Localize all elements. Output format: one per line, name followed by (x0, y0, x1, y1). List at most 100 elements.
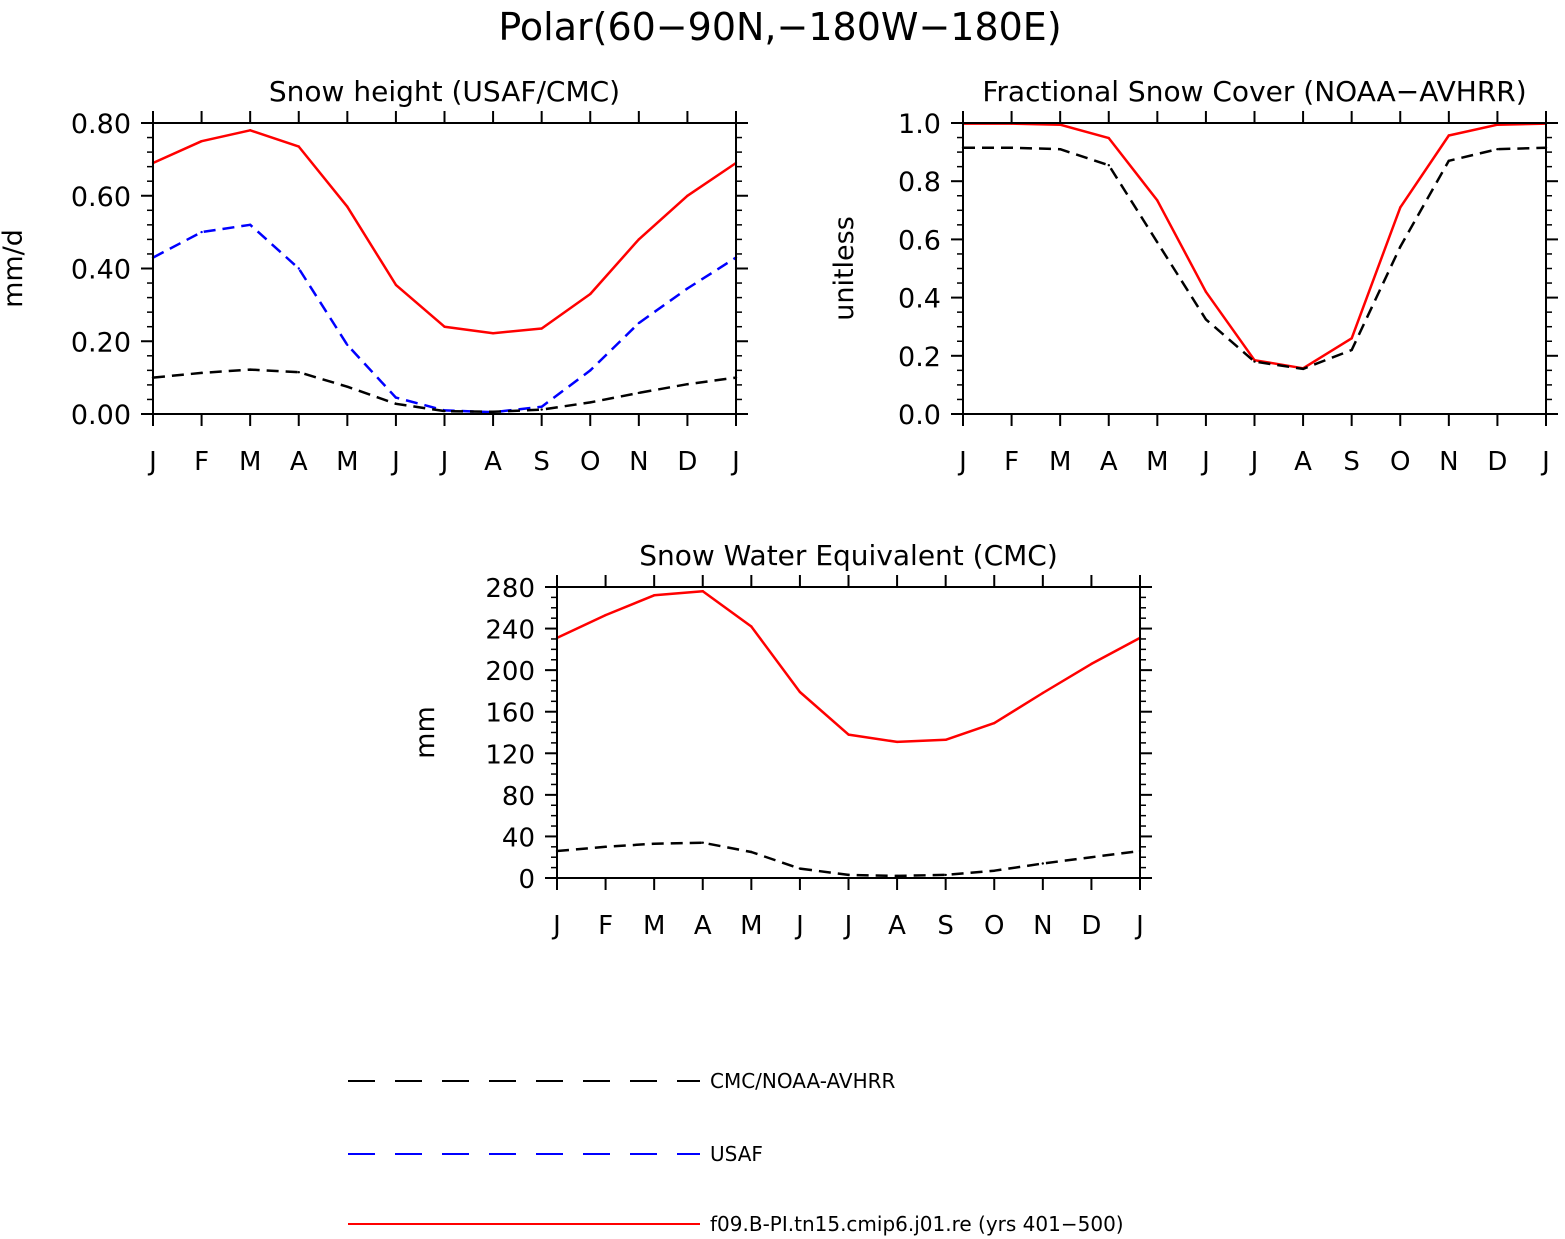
data-point (653, 594, 656, 597)
data-point (1107, 136, 1111, 140)
y-tick-label: 0.00 (71, 400, 131, 431)
y-tick-label: 0.80 (71, 109, 131, 140)
x-tick-label: O (984, 911, 1004, 941)
x-tick-label: N (1439, 447, 1458, 477)
x-tick-label: A (888, 911, 906, 941)
y-tick-label: 0.0 (898, 400, 941, 431)
plot-frame (962, 122, 1547, 415)
chart-title: Snow Water Equivalent (CMC) (639, 539, 1058, 572)
data-point (540, 327, 543, 330)
data-point (944, 738, 947, 741)
data-point (1447, 159, 1451, 162)
legend: CMC/NOAA-AVHRR USAF f09.B-PI.tn15.cmip6.… (348, 1069, 1124, 1236)
data-point (1041, 862, 1045, 865)
legend-label-usaf: USAF (710, 1142, 763, 1166)
data-point (653, 842, 656, 845)
plot-frame (556, 586, 1141, 879)
data-point (993, 721, 996, 725)
x-tick-label: J (147, 447, 157, 477)
y-tick-label: 0 (518, 865, 535, 895)
data-point (443, 409, 446, 413)
data-point (993, 869, 996, 872)
y-tick-label: 80 (502, 782, 535, 812)
y-tick-label: 280 (485, 574, 535, 604)
data-point (686, 383, 689, 386)
data-point (297, 267, 300, 270)
series-line-usaf (152, 223, 737, 414)
data-point (443, 325, 446, 328)
data-point (1204, 290, 1208, 293)
data-point (701, 841, 704, 844)
fractional-snow-cover-chart: J F M A M J J A S O N D J0.00.20.40.60.81.0Fractiona… (829, 75, 1558, 477)
x-tick-label: A (694, 911, 712, 941)
y-axis-label: mm/d (0, 229, 29, 308)
chart-title: Snow height (USAF/CMC) (269, 75, 620, 108)
x-tick-label: D (1081, 911, 1101, 941)
data-point (1090, 856, 1093, 859)
data-point (944, 873, 947, 877)
x-tick-label: M (643, 911, 665, 941)
data-point (394, 402, 398, 405)
data-point (249, 129, 252, 132)
data-point (1059, 148, 1062, 151)
data-point (1399, 245, 1402, 248)
data-point (1041, 691, 1045, 695)
series-line-f09-b-pi-tn15-cmip6-j01-re-yrs-401-500 (963, 122, 1547, 370)
data-point (1156, 241, 1159, 244)
data-point (1350, 337, 1353, 340)
x-tick-label: F (194, 447, 209, 477)
data-point (346, 343, 349, 347)
data-point (1090, 662, 1093, 666)
data-point (1010, 146, 1013, 149)
data-point (1156, 199, 1159, 202)
x-tick-label: J (957, 447, 967, 477)
data-point (249, 368, 252, 371)
x-tick-label: J (1249, 447, 1259, 477)
data-point (798, 690, 802, 694)
data-point (637, 321, 640, 325)
chart-title: Fractional Snow Cover (NOAA−AVHRR) (982, 75, 1526, 108)
data-point (895, 740, 899, 744)
x-tick-label: J (439, 447, 449, 477)
data-point (200, 230, 203, 234)
data-point (589, 369, 592, 372)
x-tick-label: J (730, 447, 740, 477)
x-tick-label: O (580, 447, 600, 477)
data-point (394, 283, 398, 287)
y-tick-label: 160 (485, 699, 535, 729)
data-point (1204, 318, 1208, 321)
data-point (895, 874, 899, 878)
x-tick-label: M (740, 911, 762, 941)
y-tick-label: 1.0 (898, 109, 941, 140)
data-point (637, 238, 640, 241)
y-tick-label: 0.8 (898, 167, 941, 198)
data-point (686, 194, 689, 197)
data-point (1399, 206, 1402, 209)
x-tick-label: M (239, 447, 261, 477)
data-point (200, 140, 203, 143)
series-line-cmc-noaa-avhrr (963, 146, 1547, 371)
y-tick-label: 0.40 (71, 255, 131, 286)
data-point (686, 287, 689, 290)
x-tick-label: J (1200, 447, 1210, 477)
series-line-cmc-noaa-avhrr (556, 841, 1141, 878)
data-point (491, 410, 495, 413)
data-point (1447, 134, 1451, 137)
legend-label-model: f09.B-PI.tn15.cmip6.j01.re (yrs 401−500) (710, 1212, 1124, 1236)
x-tick-label: A (1294, 447, 1312, 477)
x-tick-label: D (677, 447, 697, 477)
data-point (1496, 148, 1499, 151)
series-line-cmc-noaa-avhrr (152, 368, 737, 414)
x-tick-label: F (598, 911, 613, 941)
series-line-f09-b-pi-tn15-cmip6-j01-re-yrs-401-500 (152, 129, 737, 335)
data-point (1253, 360, 1256, 363)
x-tick-label: D (1487, 447, 1507, 477)
data-point (346, 385, 349, 388)
y-axis-label: unitless (829, 216, 860, 321)
data-point (637, 391, 640, 395)
x-tick-label: J (843, 911, 853, 941)
x-tick-label: S (533, 447, 550, 477)
data-point (297, 145, 300, 148)
